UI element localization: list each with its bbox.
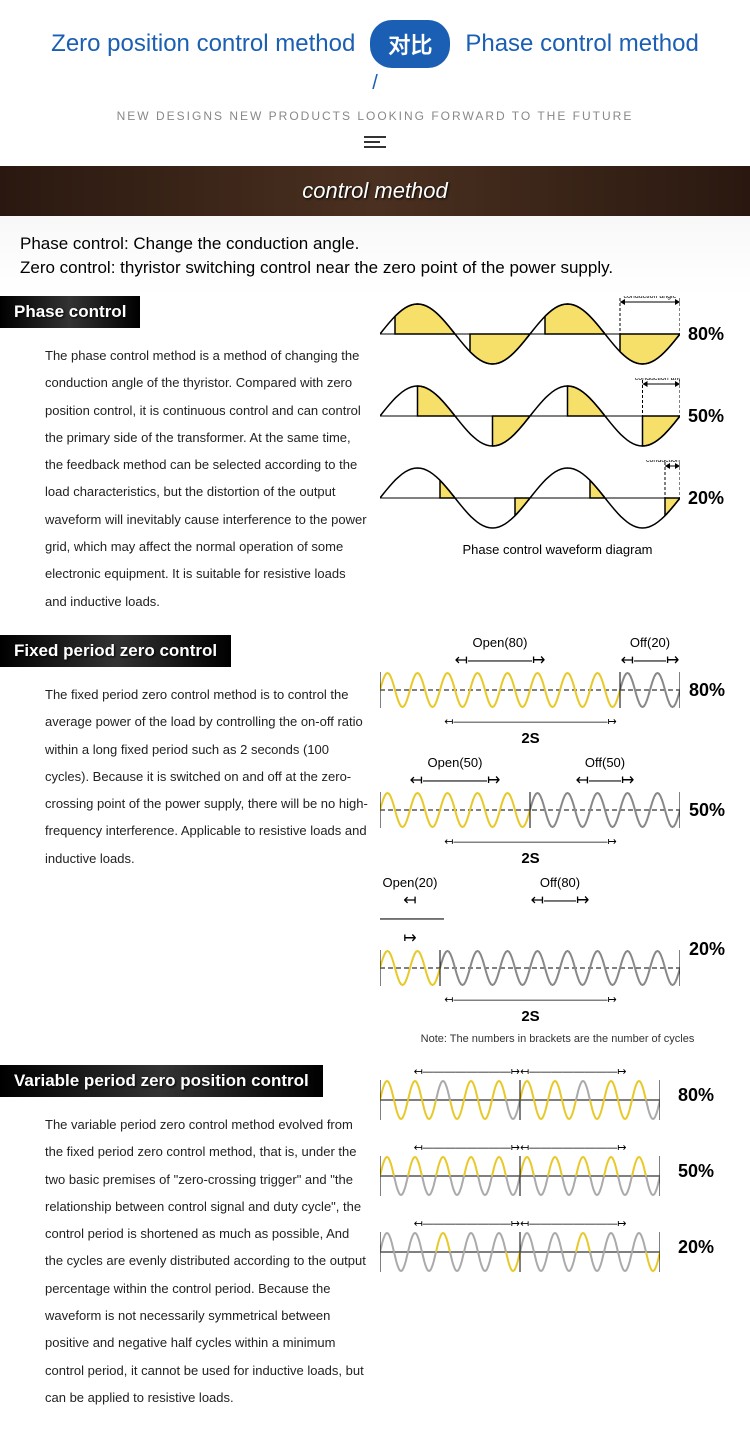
- phase-diagrams: conduction angle 80% conduction angle 50…: [380, 296, 735, 615]
- phase-pct: 20%: [688, 488, 734, 509]
- period-label: 2S: [380, 850, 681, 867]
- fixed-body: The fixed period zero control method is …: [15, 681, 370, 872]
- fixed-pct: 50%: [689, 800, 735, 821]
- period-label: 2S: [380, 730, 681, 747]
- variable-pct: 80%: [678, 1085, 724, 1106]
- fixed-row: Open(80)Off(20) ↤————↦↤——↦ ↤————————————…: [380, 635, 735, 747]
- svg-text:conduction angle: conduction angle: [624, 296, 677, 300]
- variable-section: Variable period zero position control Th…: [0, 1065, 750, 1431]
- variable-row: ↤————————↦↤————————↦ 20%: [380, 1217, 735, 1279]
- phase-row: conduction angle 80%: [380, 296, 735, 372]
- burst-wave-svg: [380, 948, 680, 988]
- menu-icon: [364, 133, 386, 151]
- phase-wave-svg: conduction angle: [380, 378, 680, 454]
- variable-label: Variable period zero position control: [0, 1065, 323, 1097]
- fixed-note: Note: The numbers in brackets are the nu…: [380, 1033, 735, 1045]
- off-label: Off(50): [530, 755, 680, 770]
- left-title: Zero position control method: [51, 30, 355, 58]
- variable-row: ↤————————↦↤————————↦ 80%: [380, 1065, 735, 1127]
- burst-wave-svg: [380, 670, 680, 710]
- phase-caption: Phase control waveform diagram: [380, 542, 735, 557]
- fixed-pct: 20%: [689, 939, 735, 960]
- intro-line2: Zero control: thyristor switching contro…: [20, 258, 730, 278]
- burst-wave-svg: [380, 790, 680, 830]
- phase-body: The phase control method is a method of …: [15, 342, 370, 615]
- right-title: Phase control method: [465, 30, 698, 58]
- fixed-label: Fixed period zero control: [0, 635, 231, 667]
- off-label: Off(20): [620, 635, 680, 650]
- phase-section: Phase control The phase control method i…: [0, 296, 750, 635]
- phase-wave-svg: conduction angle: [380, 296, 680, 372]
- intro-line1: Phase control: Change the conduction ang…: [20, 234, 730, 254]
- variable-body: The variable period zero control method …: [15, 1111, 370, 1411]
- variable-wave-svg: [380, 1230, 660, 1274]
- variable-diagrams: ↤————————↦↤————————↦ 80% ↤————————↦↤————…: [380, 1065, 735, 1411]
- variable-pct: 50%: [678, 1161, 724, 1182]
- open-label: Open(20): [380, 875, 440, 890]
- fixed-row: Open(50)Off(50) ↤————↦↤——↦ ↤————————————…: [380, 755, 735, 867]
- compare-pill: 对比: [370, 20, 450, 68]
- header: Zero position control method 对比 Phase co…: [0, 0, 750, 166]
- off-label: Off(80): [440, 875, 680, 890]
- fixed-section: Fixed period zero control The fixed peri…: [0, 635, 750, 1065]
- variable-row: ↤————————↦↤————————↦ 50%: [380, 1141, 735, 1203]
- phase-pct: 80%: [688, 324, 734, 345]
- phase-row: conduction angle 50%: [380, 378, 735, 454]
- phase-pct: 50%: [688, 406, 734, 427]
- banner: control method: [0, 166, 750, 216]
- open-label: Open(80): [380, 635, 620, 650]
- period-label: 2S: [380, 1008, 681, 1025]
- svg-text:conduction angle: conduction angle: [646, 460, 680, 464]
- phase-row: conduction angle 20%: [380, 460, 735, 536]
- phase-label: Phase control: [0, 296, 140, 328]
- open-label: Open(50): [380, 755, 530, 770]
- variable-pct: 20%: [678, 1237, 724, 1258]
- intro: Phase control: Change the conduction ang…: [0, 216, 750, 296]
- fixed-row: Open(20)Off(80) ↤————↦↤——↦ ↤————————————…: [380, 875, 735, 1025]
- phase-wave-svg: conduction angle: [380, 460, 680, 536]
- slash: /: [0, 72, 750, 95]
- tagline: NEW DESIGNS NEW PRODUCTS LOOKING FORWARD…: [0, 109, 750, 123]
- variable-wave-svg: [380, 1078, 660, 1122]
- fixed-pct: 80%: [689, 680, 735, 701]
- fixed-diagrams: Open(80)Off(20) ↤————↦↤——↦ ↤————————————…: [380, 635, 735, 1045]
- svg-text:conduction angle: conduction angle: [635, 378, 680, 382]
- variable-wave-svg: [380, 1154, 660, 1198]
